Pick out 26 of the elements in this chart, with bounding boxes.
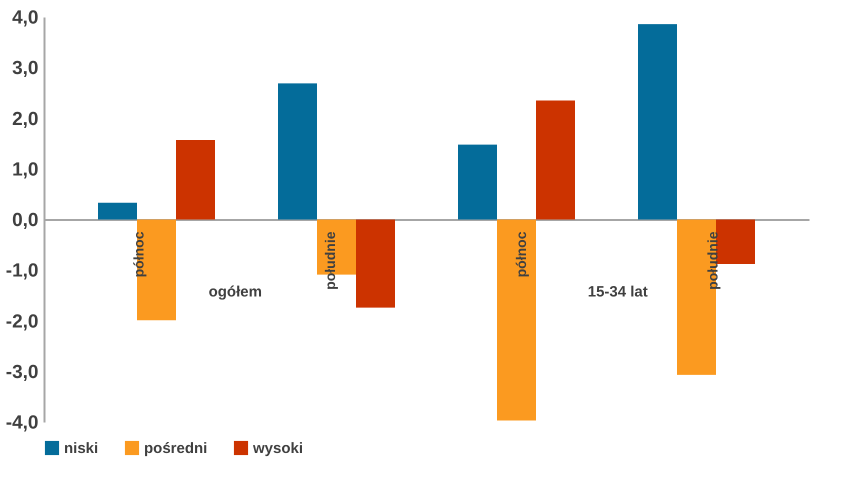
legend-label: wysoki xyxy=(252,440,304,457)
y-tick-label: 3,0 xyxy=(12,58,38,80)
y-tick-label: 0,0 xyxy=(12,210,38,231)
x-tick-label: południe xyxy=(704,231,720,290)
y-tick-label: -4,0 xyxy=(6,412,38,434)
y-tick-label: 1,0 xyxy=(12,159,38,180)
annotation: ogółem xyxy=(208,284,262,300)
y-tick-label: -3,0 xyxy=(6,362,38,383)
x-tick-label: południe xyxy=(322,231,338,290)
y-tick-label: 4,0 xyxy=(12,8,38,28)
y-tick-label: 2,0 xyxy=(12,108,38,130)
legend-label: pośredni xyxy=(144,440,208,457)
y-tick-label: -1,0 xyxy=(6,260,38,282)
y-tick-label: -2,0 xyxy=(6,311,38,332)
bar xyxy=(458,144,497,220)
bar xyxy=(536,100,575,220)
annotation: 15-34 lat xyxy=(588,284,648,300)
x-tick-label: północ xyxy=(513,231,530,278)
bar xyxy=(278,83,317,220)
bar xyxy=(176,140,215,220)
bar xyxy=(98,202,137,220)
bar xyxy=(356,220,395,308)
legend-label: niski xyxy=(64,440,98,457)
x-tick-label: północ xyxy=(130,231,147,278)
bar xyxy=(497,220,536,420)
bar xyxy=(638,24,677,220)
